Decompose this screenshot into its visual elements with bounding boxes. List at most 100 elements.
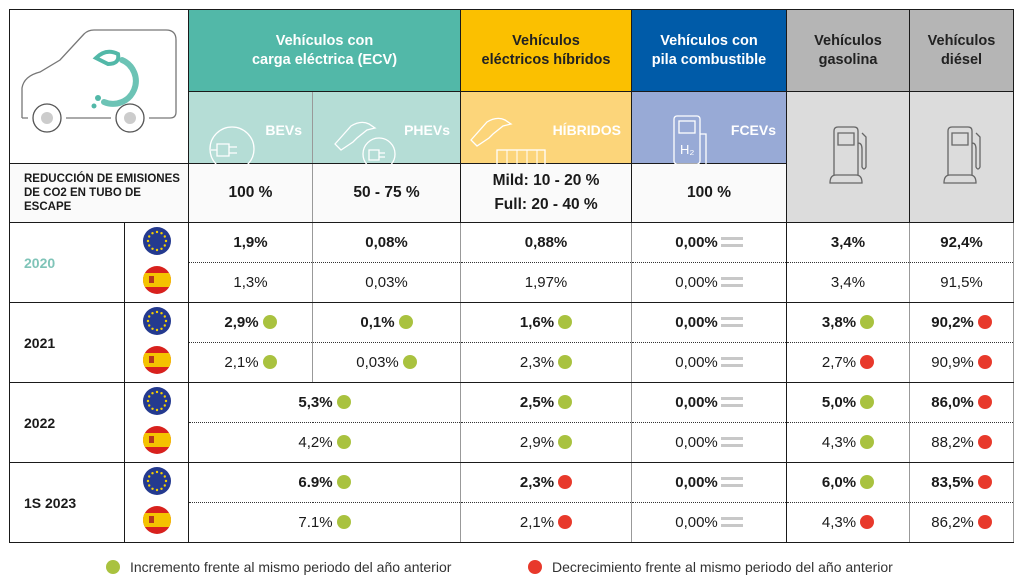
spain-flag-icon xyxy=(142,426,171,455)
increase-dot-icon xyxy=(558,435,573,449)
value-cell: 0,88% xyxy=(460,222,633,263)
equal-icon xyxy=(720,357,743,367)
value-text: 4,2% xyxy=(298,434,333,451)
value-text: 6.9% xyxy=(298,474,333,491)
increase-dot-icon xyxy=(558,315,573,329)
equal-icon xyxy=(720,237,743,247)
decrease-dot-icon xyxy=(977,515,992,529)
value-text: 1,6% xyxy=(519,314,555,331)
spain-flag-icon xyxy=(142,266,171,295)
value-cell: 90,2% xyxy=(909,302,1015,343)
reduction-label: REDUCCIÓN DE EMISIONES DE CO2 EN TUBO DE… xyxy=(9,163,189,223)
increase-dot-icon xyxy=(336,515,351,529)
value-cell: 0,00% xyxy=(631,262,788,303)
eu-flag xyxy=(124,222,189,263)
eu-flag xyxy=(124,462,189,503)
table-row: 7.1% 2,1% 0,00% 4,3% 86,2% xyxy=(10,502,1015,543)
year-label: 1S 2023 xyxy=(9,462,125,543)
subheader-hybrid-label: HÍBRIDOS xyxy=(552,122,622,138)
value-text: 88,2% xyxy=(931,434,974,451)
value-text: 0,00% xyxy=(675,474,718,491)
value-cell: 2,5% xyxy=(460,382,633,423)
value-text: 2,7% xyxy=(821,354,857,371)
subheader-bev-label: BEVs xyxy=(265,122,302,138)
value-text: 2,1% xyxy=(519,514,555,531)
value-cell: 2,1% xyxy=(188,342,313,383)
legend-down: Decrecimiento frente al mismo periodo de… xyxy=(528,559,893,575)
value-cell: 90,9% xyxy=(909,342,1015,383)
value-cell: 92,4% xyxy=(909,222,1015,263)
value-cell: 0,03% xyxy=(311,342,462,383)
header-fcev-label: Vehículos con pila combustible xyxy=(651,32,767,68)
eu-flag-icon xyxy=(142,226,171,255)
equal-icon xyxy=(720,397,743,407)
header-hybrid-label: Vehículos eléctricos híbridos xyxy=(481,32,611,68)
value-text: 0,00% xyxy=(675,514,718,531)
svg-text:H₂: H₂ xyxy=(680,142,694,157)
value-text: 90,9% xyxy=(931,354,974,371)
gas-pump-icon xyxy=(942,126,981,184)
increase-dot-icon xyxy=(558,355,573,369)
decrease-dot-icon xyxy=(977,475,992,489)
value-text: 0,00% xyxy=(675,234,718,251)
increase-dot-icon xyxy=(860,395,875,409)
hydrogen-station-icon: H₂ xyxy=(673,115,707,164)
value-cell: 3,4% xyxy=(786,262,911,303)
increase-dot-icon xyxy=(336,475,351,489)
value-text: 1,97% xyxy=(524,274,568,291)
increase-dot-icon xyxy=(262,315,277,329)
value-cell: 1,3% xyxy=(188,262,313,303)
value-text: 0,00% xyxy=(675,354,718,371)
header-ecv-label: Vehículos con carga eléctrica (ECV) xyxy=(251,32,398,68)
value-text: 0,00% xyxy=(675,434,718,451)
value-text: 0,88% xyxy=(524,234,568,251)
equal-icon xyxy=(720,277,743,287)
value-text: 90,2% xyxy=(931,314,974,331)
subheader-phev: PHEVs xyxy=(311,91,462,164)
header-hybrid: Vehículos eléctricos híbridos xyxy=(460,9,633,92)
eu-flag-icon xyxy=(142,386,171,415)
reduction-hybrid-full: Full: 20 - 40 % xyxy=(494,196,598,213)
decrease-dot-icon xyxy=(977,355,992,369)
value-cell: 86,2% xyxy=(909,502,1015,543)
value-cell: 7.1% xyxy=(187,502,462,543)
reduction-fcev: 100 % xyxy=(631,163,788,223)
value-cell: 4,2% xyxy=(187,422,462,463)
table-row: 1S 2023 6.9% 2,3% 0,00% 6,0% 83,5% xyxy=(9,462,1015,543)
red-dot-icon xyxy=(528,560,542,574)
value-cell: 0,00% xyxy=(631,342,788,383)
increase-dot-icon xyxy=(262,355,277,369)
value-cell: 0,00% xyxy=(631,462,788,503)
gasoline-pump-cell xyxy=(786,91,911,223)
value-text: 1,9% xyxy=(233,234,268,251)
increase-dot-icon xyxy=(402,355,417,369)
gas-pump-icon xyxy=(829,126,867,184)
value-text: 2,1% xyxy=(224,354,259,371)
value-cell: 0,00% xyxy=(631,382,788,423)
diesel-pump-cell xyxy=(909,91,1015,223)
decrease-dot-icon xyxy=(860,355,875,369)
value-text: 86,0% xyxy=(931,394,974,411)
reduction-hybrid: Mild: 10 - 20 % Full: 20 - 40 % xyxy=(460,163,633,223)
value-cell: 0,03% xyxy=(311,262,462,303)
subheader-bev: BEVs xyxy=(188,91,313,164)
van-logo-icon xyxy=(21,28,177,133)
reduction-phev: 50 - 75 % xyxy=(311,163,462,223)
value-cell: 88,2% xyxy=(909,422,1015,463)
value-text: 91,5% xyxy=(940,274,983,291)
fuel-nozzle-battery-icon xyxy=(470,117,546,164)
eu-flag xyxy=(124,382,189,423)
value-text: 4,3% xyxy=(821,434,857,451)
increase-dot-icon xyxy=(336,395,351,409)
value-cell: 2,9% xyxy=(188,302,313,343)
subheader-fcev: H₂ FCEVs xyxy=(631,91,788,164)
value-text: 2,3% xyxy=(519,474,555,491)
value-cell: 1,9% xyxy=(188,222,313,263)
value-cell: 2,3% xyxy=(460,342,633,383)
value-cell: 0,00% xyxy=(631,422,788,463)
header-diesel-label: Vehículos diésel xyxy=(927,32,996,68)
value-cell: 0,1% xyxy=(311,302,462,343)
value-text: 0,03% xyxy=(365,274,408,291)
green-dot-icon xyxy=(106,560,120,574)
value-cell: 2,3% xyxy=(460,462,633,503)
